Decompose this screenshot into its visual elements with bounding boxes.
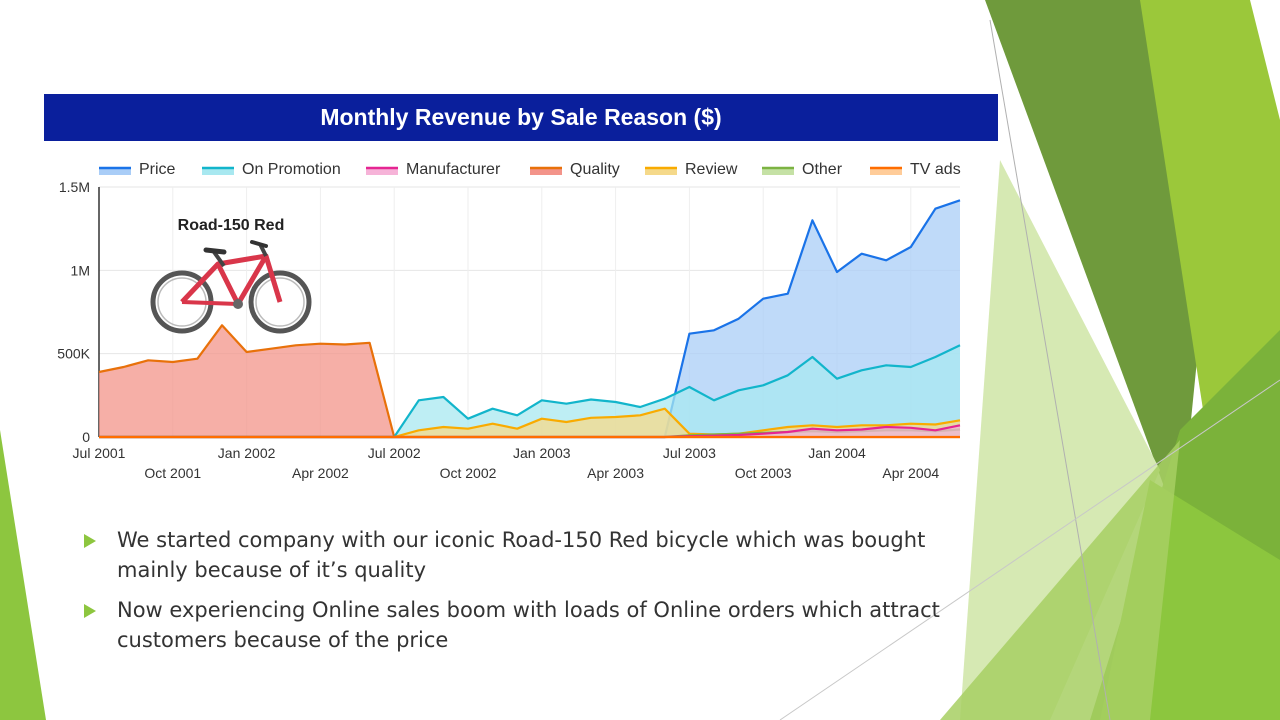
bullet-text: We started company with our iconic Road-…: [117, 528, 926, 582]
legend-label: Price: [139, 161, 176, 178]
arrow-bullet-icon: [84, 604, 96, 618]
legend-label: On Promotion: [242, 161, 341, 178]
legend-swatch: [762, 168, 794, 175]
annotation-label: Road-150 Red: [178, 217, 285, 234]
x-axis: Jul 2001 Oct 2001 Jan 2002 Apr 2002 Jul 2002…: [73, 445, 940, 481]
legend-swatch: [645, 168, 677, 175]
decor-line: [989, 19, 1111, 720]
legend-swatch: [530, 168, 562, 175]
area-quality: [99, 325, 960, 437]
y-tick-label: 1M: [71, 262, 90, 278]
x-tick-label: Jan 2003: [513, 445, 571, 461]
facet-dark-green: [985, 0, 1200, 530]
bullet-list: We started company with our iconic Road-…: [82, 525, 982, 665]
x-tick-label: Jul 2003: [663, 445, 716, 461]
chart-title: Monthly Revenue by Sale Reason ($): [44, 94, 998, 141]
legend-label: Review: [685, 161, 738, 178]
x-tick-label: Oct 2003: [735, 465, 792, 481]
decor-line: [779, 379, 1280, 720]
legend-item: Review: [645, 161, 738, 178]
legend-item: On Promotion: [202, 161, 341, 178]
y-axis: 0 500K 1M 1.5M: [57, 179, 90, 445]
legend-swatch: [99, 168, 131, 175]
area-on-promotion: [99, 345, 960, 437]
legend-label: Manufacturer: [406, 161, 501, 178]
x-tick-label: Apr 2003: [587, 465, 644, 481]
legend-swatch: [366, 168, 398, 175]
x-tick-label: Jan 2002: [218, 445, 276, 461]
y-tick-label: 0: [82, 429, 90, 445]
facet-soft-green: [940, 440, 1180, 720]
legend-item: TV ads: [870, 161, 961, 178]
legend-item: Other: [762, 161, 843, 178]
x-tick-label: Apr 2002: [292, 465, 349, 481]
legend-label: Quality: [570, 161, 620, 178]
x-tick-label: Jul 2001: [73, 445, 126, 461]
revenue-area-chart: Price On Promotion Manufacturer Quality Revi…: [57, 161, 961, 481]
bullet-text: Now experiencing Online sales boom with …: [117, 598, 940, 652]
legend-item: Manufacturer: [366, 161, 501, 178]
x-tick-label: Oct 2001: [144, 465, 201, 481]
legend-label: TV ads: [910, 161, 961, 178]
bicycle-icon: [150, 240, 312, 334]
legend-label: Other: [802, 161, 843, 178]
y-tick-label: 500K: [57, 346, 90, 362]
road-150-annotation: Road-150 Red: [150, 217, 312, 334]
x-tick-label: Jan 2004: [808, 445, 866, 461]
bullet-item: Now experiencing Online sales boom with …: [82, 595, 982, 655]
arrow-bullet-icon: [84, 534, 96, 548]
y-tick-label: 1.5M: [59, 179, 90, 195]
x-tick-label: Oct 2002: [440, 465, 497, 481]
area-price: [99, 200, 960, 437]
legend-item: Quality: [530, 161, 620, 178]
legend-swatch: [870, 168, 902, 175]
x-tick-label: Jul 2002: [368, 445, 421, 461]
legend-item: Price: [99, 161, 176, 178]
chart-series: [98, 199, 961, 439]
bullet-item: We started company with our iconic Road-…: [82, 525, 982, 585]
legend-swatch: [202, 168, 234, 175]
x-tick-label: Apr 2004: [882, 465, 939, 481]
area-manufacturer: [99, 425, 960, 437]
chart-legend: Price On Promotion Manufacturer Quality Revi…: [99, 161, 961, 178]
left-green-strip: [0, 430, 46, 720]
